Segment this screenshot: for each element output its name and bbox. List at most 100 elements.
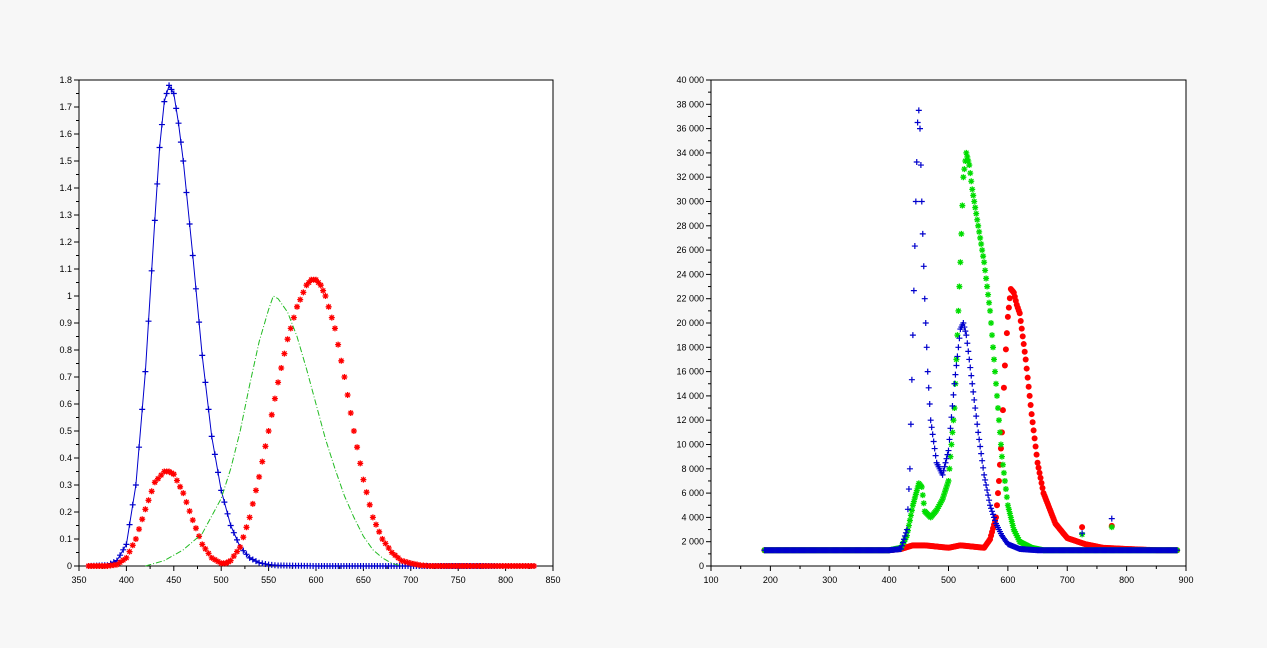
data-point: [974, 421, 981, 428]
y-tick-label: 0.4: [59, 453, 72, 463]
data-point: [177, 483, 184, 490]
data-point: [196, 533, 203, 540]
data-point: [268, 411, 275, 418]
data-point: [208, 554, 215, 561]
data-point: [407, 560, 414, 567]
data-point: [960, 320, 967, 326]
data-point: [136, 444, 143, 451]
y-tick-label: 0.3: [59, 480, 72, 490]
data-point: [930, 438, 937, 445]
data-point: [1020, 341, 1027, 348]
data-point: [156, 144, 163, 151]
data-point: [912, 491, 919, 498]
data-point: [982, 267, 989, 274]
data-point: [123, 554, 130, 561]
y-tick-label: 0.8: [59, 345, 72, 355]
data-point: [347, 410, 354, 416]
data-point: [237, 544, 244, 551]
data-point: [1030, 427, 1037, 434]
y-tick-label: 0.5: [59, 426, 72, 436]
data-point: [199, 352, 206, 359]
data-point: [145, 497, 152, 504]
x-tick-label: 500: [941, 575, 956, 585]
data-point: [158, 472, 165, 479]
data-point: [927, 417, 934, 424]
y-tick-label: 1.5: [59, 156, 72, 166]
data-point: [1027, 402, 1034, 409]
data-point: [954, 353, 961, 360]
data-point: [919, 492, 926, 499]
data-point: [1007, 514, 1014, 521]
data-point: [1025, 383, 1032, 390]
data-point: [1018, 325, 1025, 332]
data-point: [955, 344, 962, 351]
data-point: [906, 465, 913, 472]
data-point: [1023, 365, 1030, 372]
data-point: [205, 406, 212, 413]
chart-left: 0 0.1 0.2 0.3 0.4 0.5 0.6 0.7 0.8 0.9 1 1.1 1.2 1.3 1.…: [59, 75, 560, 585]
data-point: [978, 241, 985, 248]
data-point: [1174, 547, 1181, 554]
data-point: [981, 471, 988, 478]
data-point: [373, 521, 380, 528]
data-point: [995, 417, 1002, 424]
y-tick-label: 0.9: [59, 318, 72, 328]
series-2: [145, 295, 402, 567]
data-point: [949, 429, 956, 436]
data-point: [959, 202, 966, 209]
x-tick-label: 350: [71, 575, 86, 585]
data-point: [1019, 333, 1026, 340]
data-point: [129, 501, 136, 508]
data-point: [215, 469, 222, 476]
data-point: [906, 517, 913, 524]
data-point: [940, 493, 947, 500]
data-point: [931, 445, 938, 452]
data-point: [960, 174, 967, 181]
data-point: [969, 186, 976, 193]
x-tick-label: 300: [822, 575, 837, 585]
data-point: [163, 90, 170, 97]
data-point: [294, 303, 301, 310]
data-point: [912, 198, 919, 205]
data-point: [941, 463, 948, 470]
data-point: [943, 455, 950, 462]
data-point: [202, 545, 209, 552]
data-point: [287, 325, 294, 332]
data-point: [907, 512, 914, 519]
data-point: [1000, 384, 1007, 391]
data-point: [189, 517, 196, 524]
data-point: [970, 192, 977, 199]
data-point: [420, 562, 427, 569]
data-point: [983, 275, 990, 282]
data-point: [918, 198, 925, 205]
data-point: [957, 259, 964, 266]
data-point: [1079, 530, 1086, 537]
data-point: [1079, 524, 1086, 531]
data-point: [126, 521, 133, 528]
data-point: [921, 295, 928, 302]
data-point: [965, 158, 972, 164]
data-point: [410, 560, 417, 567]
data-point: [914, 484, 921, 491]
data-point: [328, 314, 335, 321]
data-point: [281, 350, 288, 357]
data-point: [993, 392, 1000, 399]
series-2: [761, 107, 1181, 554]
data-point: [967, 170, 974, 177]
data-point: [910, 498, 917, 505]
data-point: [997, 445, 1004, 452]
x-tick-label: 900: [1178, 575, 1193, 585]
y-tick-label: 26 000: [676, 245, 704, 255]
data-point: [315, 279, 322, 286]
y-tick-label: 8 000: [681, 464, 704, 474]
data-point: [1011, 528, 1018, 535]
series-line: [145, 295, 402, 567]
data-point: [300, 289, 307, 296]
data-point: [265, 428, 272, 434]
data-point: [366, 501, 373, 508]
y-tick-label: 1.1: [59, 264, 72, 274]
data-point: [145, 318, 152, 325]
data-point: [925, 384, 932, 391]
y-tick-label: 14 000: [676, 391, 704, 401]
